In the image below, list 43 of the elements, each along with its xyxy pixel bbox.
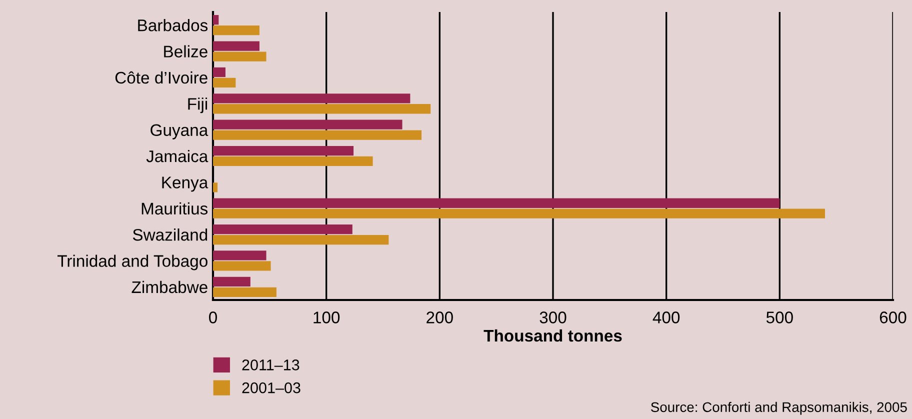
y-tick-label: Zimbabwe	[132, 280, 208, 294]
legend-label: 2011–13	[242, 360, 300, 370]
bar	[213, 146, 354, 156]
bar	[213, 78, 236, 88]
x-tick-label: 200	[426, 312, 453, 324]
bar	[213, 104, 431, 114]
source-note: Source: Conforti and Rapsomanikis, 2005	[651, 402, 907, 415]
x-tick-label: 600	[880, 312, 906, 324]
y-tick-label: Côte d’Ivoire	[115, 71, 208, 84]
y-tick-label: Kenya	[162, 176, 208, 192]
bar	[213, 94, 410, 104]
x-tick-label: 100	[314, 312, 340, 324]
bar	[213, 130, 422, 140]
bar	[213, 52, 266, 62]
x-tick-label: 500	[766, 312, 793, 324]
x-axis-title: Thousand tonnes	[484, 329, 622, 342]
y-tick-label: Fiji	[188, 98, 208, 114]
x-tick-label: 400	[652, 312, 680, 324]
bar	[213, 276, 250, 286]
bar	[213, 224, 352, 234]
bar	[213, 234, 389, 245]
y-tick-label: Guyana	[150, 124, 208, 140]
x-tick-label: 300	[540, 312, 566, 324]
bar	[213, 287, 276, 297]
bar	[213, 26, 260, 36]
bar	[213, 15, 219, 25]
y-tick-label: Belize	[164, 45, 208, 58]
x-tick-label: 0	[209, 312, 217, 324]
y-tick-label: Barbados	[138, 19, 208, 32]
bar	[213, 208, 825, 218]
y-tick-label: Trinidad and Tobago	[57, 254, 208, 270]
y-tick-label: Jamaica	[146, 150, 208, 162]
bar	[213, 261, 271, 271]
bar	[213, 120, 402, 130]
bar	[213, 250, 266, 260]
bar	[213, 67, 226, 78]
bar	[213, 41, 260, 51]
bar	[213, 156, 373, 166]
y-tick-label: Mauritius	[142, 202, 208, 215]
y-tick-label: Swaziland	[132, 228, 208, 241]
bar	[213, 182, 218, 192]
legend-label: 2001–03	[242, 382, 300, 394]
bar	[213, 198, 780, 208]
